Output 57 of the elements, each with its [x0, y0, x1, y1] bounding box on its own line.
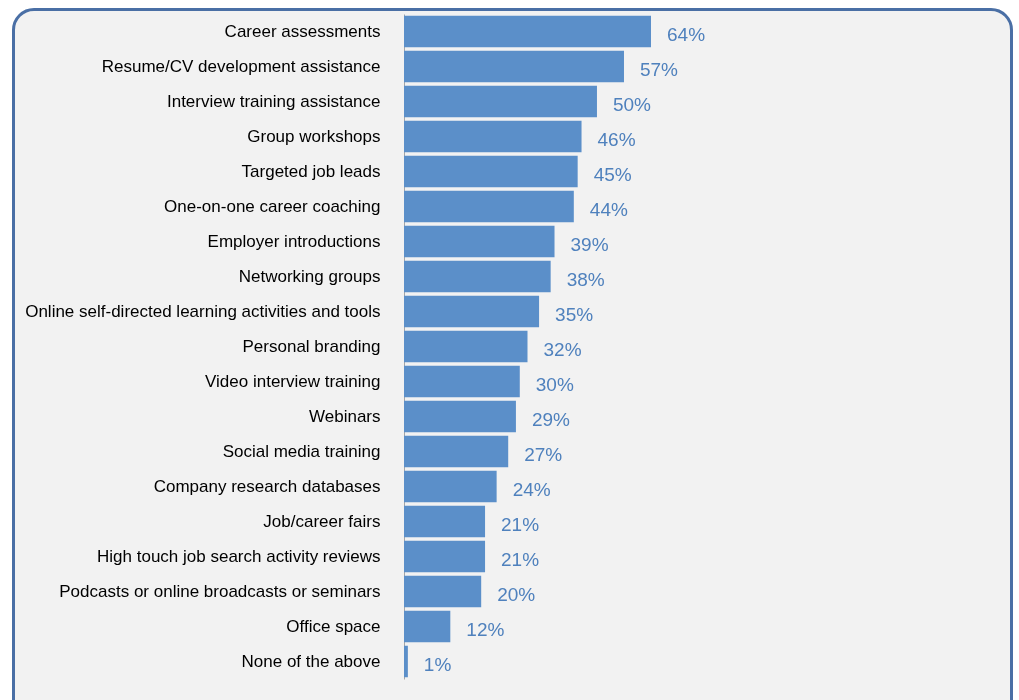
y-tick-label: One-on-one career coaching [164, 196, 381, 216]
data-label: 57% [639, 58, 679, 80]
bar [404, 435, 509, 468]
y-tick-label: Employer introductions [207, 231, 381, 251]
y-tick-label: Online self-directed learning activities and tools [25, 301, 381, 321]
data-label: 32% [543, 338, 582, 360]
bar [404, 225, 555, 258]
data-label: 50% [612, 93, 652, 115]
y-tick-label: Interview training assistance [166, 91, 381, 111]
bar [404, 610, 451, 643]
bar [404, 155, 578, 188]
data-label: 21% [501, 513, 540, 535]
y-tick-label: High touch job search activity reviews [97, 546, 381, 566]
data-label: 39% [570, 233, 609, 255]
bar [404, 330, 528, 363]
y-tick-label: Career assessments [224, 21, 381, 41]
data-label: 20% [497, 583, 536, 605]
y-tick-label: Office space [286, 616, 381, 636]
y-tick-label: Video interview training [205, 371, 381, 391]
bar [404, 400, 516, 433]
y-tick-label: Personal branding [242, 336, 381, 356]
data-label: 27% [524, 443, 563, 465]
bar [404, 50, 624, 83]
y-tick-label: Targeted job leads [241, 161, 381, 181]
bar [404, 85, 597, 118]
data-label: 45% [593, 163, 632, 185]
data-label: 1% [423, 653, 452, 675]
y-tick-label: None of the above [241, 651, 381, 671]
bar [404, 260, 551, 293]
bar [404, 540, 486, 573]
bar [404, 365, 520, 398]
data-label: 12% [466, 618, 505, 640]
data-label: 30% [535, 373, 574, 395]
data-label: 29% [531, 408, 571, 430]
data-label: 38% [566, 268, 605, 290]
bar [404, 120, 582, 153]
bar [404, 190, 574, 223]
bar [404, 645, 408, 678]
data-label: 46% [597, 128, 636, 150]
y-tick-label: Group workshops [247, 126, 381, 146]
bar [404, 505, 486, 538]
y-tick-label: Webinars [309, 406, 381, 426]
data-label: 21% [501, 548, 540, 570]
y-tick-label: Social media training [222, 441, 381, 461]
y-tick-label: Resume/CV development assistance [101, 56, 381, 76]
data-label: 24% [512, 478, 551, 500]
bar [404, 295, 540, 328]
y-tick-label: Company research databases [153, 476, 381, 496]
data-label: 44% [589, 198, 628, 220]
y-tick-label: Job/career fairs [263, 511, 381, 531]
bar [404, 575, 482, 608]
bar [404, 470, 497, 503]
y-tick-label: Podcasts or online broadcasts or seminars [59, 581, 381, 601]
data-label: 64% [667, 23, 706, 45]
bar [404, 15, 651, 48]
data-label: 35% [555, 303, 594, 325]
y-tick-label: Networking groups [238, 266, 381, 286]
